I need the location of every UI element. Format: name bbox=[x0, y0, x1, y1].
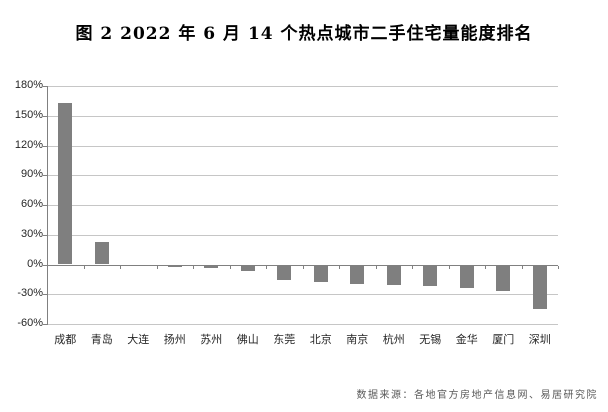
x-axis-tick bbox=[156, 265, 158, 269]
bar bbox=[313, 264, 328, 283]
bar bbox=[386, 264, 401, 286]
y-axis-tick-label: -60% bbox=[17, 317, 43, 329]
x-axis-tick bbox=[229, 265, 231, 269]
x-axis-label: 杭州 bbox=[382, 334, 405, 346]
y-axis-tick-label: 150% bbox=[14, 108, 43, 121]
x-axis-tick bbox=[47, 265, 48, 269]
bar bbox=[131, 264, 146, 267]
y-axis-tick-label: 60% bbox=[20, 198, 43, 210]
y-axis-tick bbox=[43, 294, 47, 296]
x-axis-tick bbox=[375, 265, 377, 269]
x-axis-label: 苏州 bbox=[200, 334, 223, 346]
x-axis-tick bbox=[83, 265, 85, 269]
y-axis-tick bbox=[43, 145, 47, 147]
x-axis-label: 青岛 bbox=[90, 334, 113, 346]
bar bbox=[459, 264, 474, 289]
y-axis-tick bbox=[43, 205, 47, 206]
y-axis-tick bbox=[43, 234, 47, 236]
x-axis-tick bbox=[302, 265, 304, 269]
x-axis-label: 南京 bbox=[346, 334, 369, 346]
gridline bbox=[47, 205, 558, 206]
y-axis-tick bbox=[43, 86, 47, 87]
x-axis-label: 东莞 bbox=[273, 334, 296, 346]
y-axis-tick-label: 90% bbox=[20, 168, 43, 181]
x-axis-label: 北京 bbox=[309, 334, 332, 346]
y-axis-tick-label: -30% bbox=[17, 287, 43, 300]
y-axis-tick bbox=[43, 324, 47, 325]
x-axis-label: 扬州 bbox=[163, 334, 186, 346]
data-source-note: 数据来源：各地官方房地产信息网、易居研究院 bbox=[356, 390, 598, 401]
x-axis-tick bbox=[412, 265, 413, 269]
bar bbox=[277, 264, 292, 281]
y-axis-line bbox=[47, 86, 48, 325]
x-axis-tick bbox=[448, 265, 450, 269]
bar bbox=[58, 102, 73, 265]
x-axis-tick bbox=[193, 265, 194, 269]
gridline bbox=[47, 86, 558, 87]
bar bbox=[94, 241, 109, 265]
chart-title: 图 2 2022 年 6 月 14 个热点城市二手住宅量能度排名 bbox=[75, 24, 533, 44]
zero-gridline bbox=[47, 264, 558, 266]
bar bbox=[240, 264, 255, 272]
x-axis-tick bbox=[521, 265, 523, 269]
y-axis-tick bbox=[43, 175, 47, 177]
y-axis-tick-label: 0% bbox=[27, 257, 43, 270]
bar bbox=[204, 264, 219, 269]
x-axis-label: 佛山 bbox=[236, 334, 259, 346]
gridline bbox=[47, 234, 558, 236]
x-axis-tick bbox=[485, 265, 486, 269]
x-axis-label: 金华 bbox=[455, 334, 478, 346]
y-axis-tick-label: 30% bbox=[20, 227, 43, 240]
x-axis-tick bbox=[266, 265, 267, 269]
bar bbox=[350, 264, 365, 285]
x-axis-tick bbox=[120, 265, 121, 269]
gridline bbox=[47, 294, 558, 296]
x-axis-label: 无锡 bbox=[419, 334, 442, 346]
x-axis-tick bbox=[339, 265, 340, 269]
gridline bbox=[47, 175, 558, 177]
gridline bbox=[47, 115, 558, 117]
x-axis-label: 成都 bbox=[54, 334, 77, 346]
bar bbox=[423, 264, 438, 287]
gridline bbox=[47, 324, 558, 325]
gridline bbox=[47, 145, 558, 147]
y-axis-tick bbox=[43, 115, 47, 117]
y-axis-tick-label: 120% bbox=[14, 138, 43, 151]
bar bbox=[167, 264, 182, 268]
bar bbox=[496, 264, 511, 292]
x-axis-tick bbox=[558, 265, 559, 269]
x-axis-label: 大连 bbox=[127, 334, 150, 346]
y-axis-tick-label: 180% bbox=[14, 79, 43, 91]
x-axis-label: 厦门 bbox=[492, 334, 515, 346]
bar bbox=[532, 264, 547, 310]
x-axis-label: 深圳 bbox=[528, 334, 551, 346]
y-axis-tick bbox=[43, 264, 47, 266]
